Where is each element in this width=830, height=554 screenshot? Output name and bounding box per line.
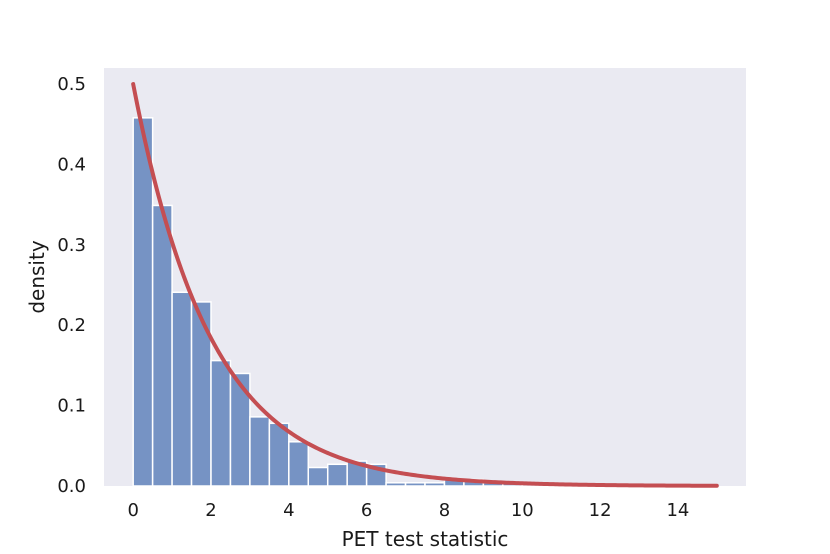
- histogram-bar: [288, 441, 310, 487]
- y-tick-label: 0.5: [57, 74, 86, 95]
- x-tick-label: 12: [589, 500, 612, 521]
- y-tick-label: 0.1: [57, 396, 86, 417]
- histogram-bar: [404, 482, 426, 487]
- histogram-bar: [307, 466, 329, 487]
- histogram-bar: [151, 204, 173, 487]
- x-tick-labels: 0 2 4 6 8 10 12 14: [127, 500, 689, 521]
- x-tick-label: 4: [283, 500, 294, 521]
- histogram-bar: [210, 359, 232, 487]
- x-axis-label: PET test statistic: [342, 527, 509, 551]
- y-tick-label: 0.3: [57, 235, 86, 256]
- histogram-bar: [268, 422, 290, 487]
- histogram-bar: [326, 463, 348, 487]
- x-tick-label: 6: [361, 500, 372, 521]
- histogram-bar: [132, 117, 154, 487]
- y-tick-labels: 0.0 0.1 0.2 0.3 0.4 0.5: [57, 74, 86, 497]
- x-tick-label: 2: [205, 500, 216, 521]
- histogram-bar: [171, 291, 193, 487]
- x-tick-label: 14: [666, 500, 689, 521]
- histogram-bar: [385, 482, 407, 487]
- histogram-bar: [424, 482, 446, 487]
- density-curve: [131, 82, 719, 488]
- y-axis-label: density: [25, 240, 49, 313]
- x-tick-label: 10: [511, 500, 534, 521]
- histogram-bars: [132, 117, 524, 487]
- x-tick-label: 8: [439, 500, 450, 521]
- x-tick-label: 0: [127, 500, 138, 521]
- y-tick-label: 0.0: [57, 476, 86, 497]
- histogram-bar: [249, 416, 271, 487]
- y-tick-label: 0.4: [57, 154, 86, 175]
- y-tick-label: 0.2: [57, 315, 86, 336]
